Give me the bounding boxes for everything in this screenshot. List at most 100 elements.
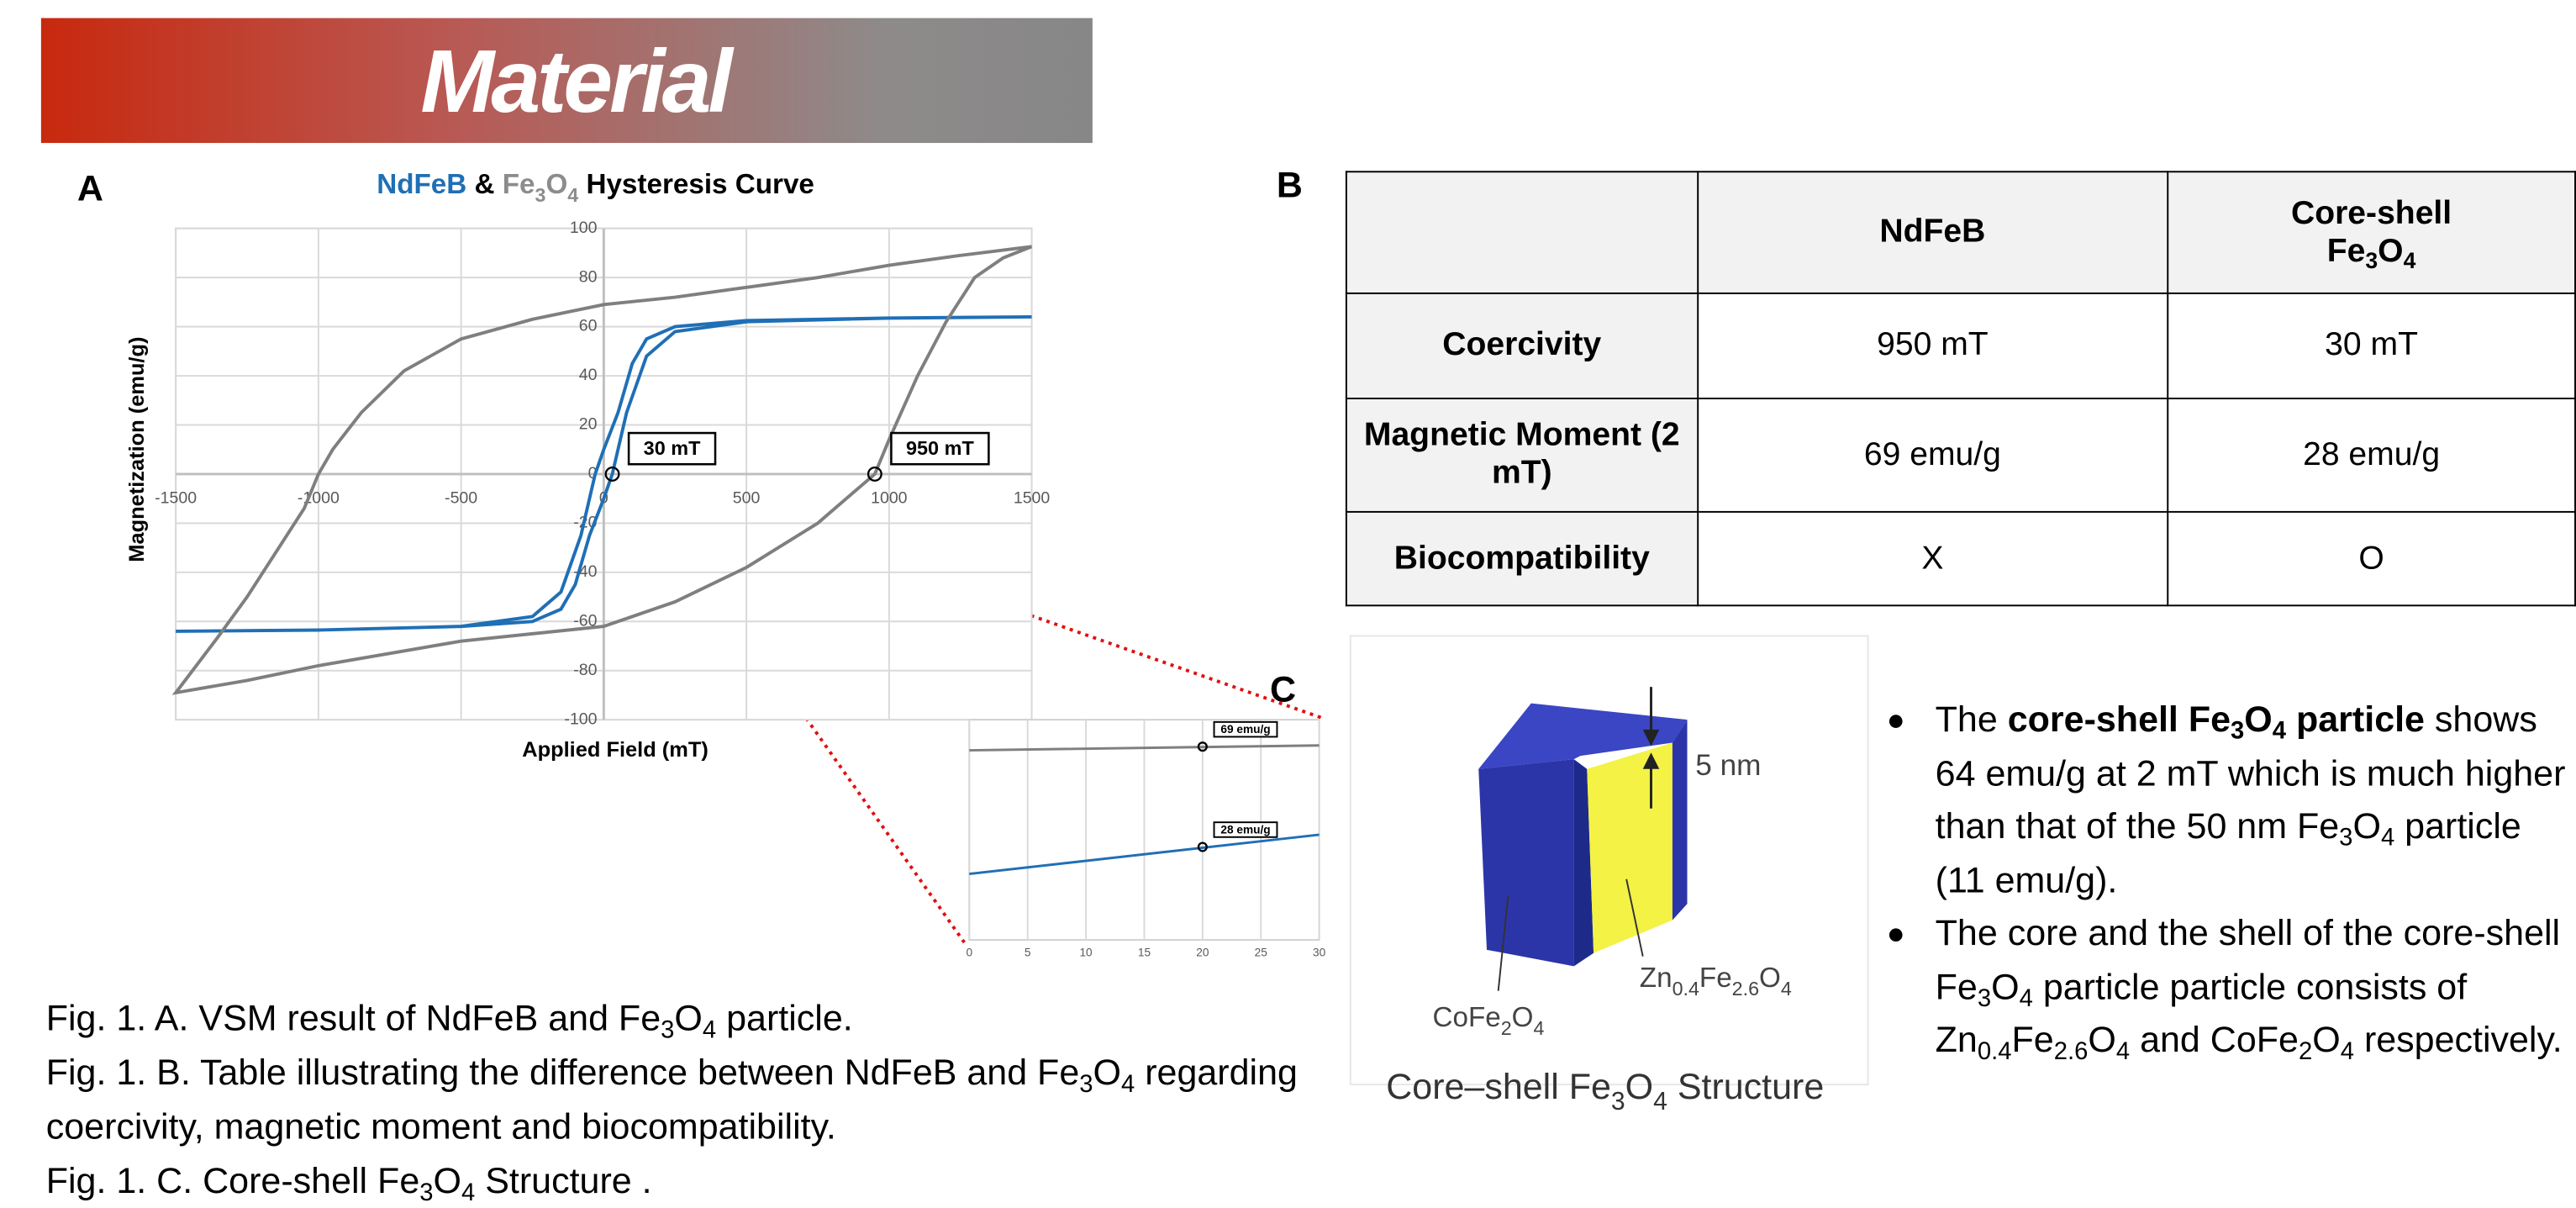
shell-side [1673, 720, 1688, 920]
text-run: core-shell Fe [2008, 699, 2231, 740]
subscript: 4 [1121, 1070, 1135, 1098]
hysteresis-chart: -1500-1000-500050010001500-100-80-60-40-… [125, 169, 1051, 762]
text-run: NdFeB [377, 169, 466, 200]
subscript: 3 [2339, 824, 2352, 852]
diagram-caption: Core–shell Fe3O4 Structure [1386, 1067, 1824, 1116]
y-tick-label: -100 [564, 710, 597, 728]
subscript: 3 [2231, 717, 2244, 745]
table-cell [1346, 171, 1698, 293]
subscript: 3 [1978, 984, 1991, 1012]
text-run: O [674, 998, 702, 1039]
subscript: 4 [2381, 824, 2394, 852]
x-tick-label: 5 [1025, 946, 1031, 958]
subscript: 3 [1079, 1070, 1093, 1098]
table-cell: 30 mT [2168, 293, 2575, 398]
text-run: Zn [1640, 963, 1673, 994]
annotation-label: 69 emu/g [1220, 723, 1270, 736]
subscript: 2 [2299, 1037, 2312, 1065]
subscript: 3 [661, 1016, 674, 1044]
row-header: Magnetic Moment (2 mT) [1346, 398, 1698, 512]
x-tick-label: 1000 [871, 488, 908, 507]
subscript: 0.4 [1673, 978, 1699, 1000]
text-run: O [545, 169, 567, 200]
x-axis-title: Applied Field (mT) [522, 738, 709, 762]
x-tick-label: 0 [966, 946, 972, 958]
y-axis-title: Magnetization (emu/g) [125, 337, 149, 562]
subscript: 2.6 [2054, 1037, 2089, 1065]
text-run: O [1625, 1067, 1653, 1107]
x-tick-label: -1500 [155, 488, 197, 507]
x-tick-label: 500 [733, 488, 761, 507]
column-header: NdFeB [1698, 171, 2168, 293]
x-tick-label: 20 [1196, 946, 1209, 958]
figure-captions: Fig. 1. A. VSM result of NdFeB and Fe3O4… [46, 991, 1311, 1208]
subscript: 4 [1534, 1017, 1545, 1039]
x-tick-label: 25 [1255, 946, 1268, 958]
row-header: Biocompatibility [1346, 512, 1698, 605]
text-run: Fe [2012, 1019, 2054, 1060]
x-tick-label: 15 [1138, 946, 1151, 958]
header-text: NdFeB [1879, 214, 1985, 251]
bullet-item: The core and the shell of the core-shell… [1886, 907, 2568, 1068]
header-text: Core-shell Fe3O4 [2265, 195, 2479, 271]
table-cell: 69 emu/g [1698, 398, 2168, 512]
subscript: 4 [2404, 247, 2416, 272]
subscript: 4 [1781, 978, 1792, 1000]
table-cell: 28 emu/g [2168, 398, 2575, 512]
subscript: 4 [2020, 984, 2033, 1012]
subscript: 3 [2365, 247, 2378, 272]
text-run: and CoFe [2130, 1019, 2299, 1060]
subscript: 2 [1501, 1017, 1512, 1039]
text-run: Structure [1667, 1067, 1824, 1107]
annotation-label: 950 mT [906, 437, 974, 459]
text-run: The [1936, 699, 2008, 740]
text-run: particle. [716, 998, 853, 1039]
subscript: 2.6 [1732, 978, 1759, 1000]
text-run: O [2312, 1019, 2340, 1060]
annotation-label: 30 mT [644, 437, 701, 459]
bullet-list: The core-shell Fe3O4 particle shows 64 e… [1886, 694, 2568, 1068]
text-run: O [2378, 233, 2403, 269]
y-tick-label: 60 [579, 317, 598, 335]
y-tick-label: 100 [570, 219, 598, 237]
y-tick-label: 20 [579, 415, 598, 434]
text-run: particle [2286, 699, 2425, 740]
column-header: Core-shell Fe3O4 [2168, 171, 2575, 293]
x-tick-label: -500 [445, 488, 477, 507]
y-tick-label: 80 [579, 267, 598, 286]
table-cell: 950 mT [1698, 293, 2168, 398]
subscript: 4 [2341, 1037, 2354, 1065]
subscript: 4 [2273, 717, 2286, 745]
chart-title: NdFeB & Fe3O4 Hysteresis Curve [377, 169, 814, 206]
text-run: Core–shell Fe [1386, 1067, 1611, 1107]
text-run: NdFeB [1879, 214, 1985, 250]
subscript: 3 [1611, 1088, 1625, 1116]
x-tick-label: -1000 [298, 488, 340, 507]
thickness-label: 5 nm [1695, 749, 1761, 782]
text-run: Fig. 1. A. VSM result of NdFeB and Fe [46, 998, 661, 1039]
table-cell: X [1698, 512, 2168, 605]
x-tick-label: 10 [1079, 946, 1093, 958]
row-header: Coercivity [1346, 293, 1698, 398]
subscript: 4 [567, 184, 578, 206]
structure-diagram: 5 nm Zn0.4Fe2.6O4 CoFe2O4 Core–shell Fe3… [1351, 636, 1868, 1116]
text-run: O [1512, 1002, 1534, 1033]
core-face [1587, 743, 1673, 953]
text-run: Fig. 1. B. Table illustrating the differ… [46, 1052, 1080, 1093]
text-run: O [1991, 965, 2019, 1006]
subscript: 0.4 [1978, 1037, 2012, 1065]
text-run: O [2088, 1019, 2115, 1060]
table-row: NdFeB Core-shell Fe3O4 [1346, 171, 2575, 293]
text-run: Fe [1699, 963, 1732, 994]
x-tick-label: 30 [1313, 946, 1326, 958]
comparison-table: NdFeB Core-shell Fe3O4 Coercivity950 mT30 … [1346, 171, 2576, 606]
text-run: O [2244, 699, 2272, 740]
shell-front [1478, 759, 1573, 966]
text-run: & [466, 169, 502, 200]
caption-line: Fig. 1. C. Core-shell Fe3O4 Structure . [46, 1153, 1311, 1208]
text-run: O [1759, 963, 1781, 994]
page: Material A B C 5 nm Zn0.4Fe2.6O4 CoFe2O4… [0, 0, 2576, 1203]
